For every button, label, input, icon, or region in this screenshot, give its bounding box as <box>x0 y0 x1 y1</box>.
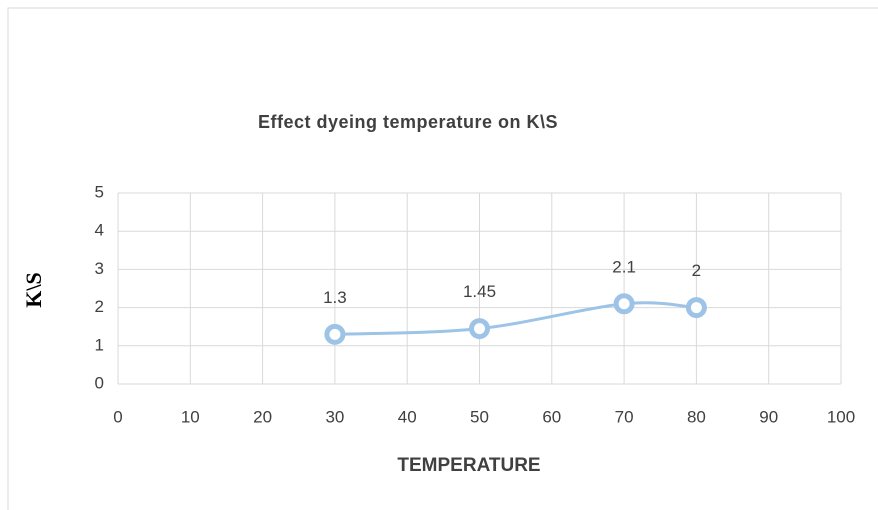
y-tick-label: 4 <box>95 221 104 240</box>
data-point <box>469 318 490 340</box>
y-tick-label: 1 <box>95 335 104 354</box>
data-point <box>324 323 346 345</box>
data-label: 1.3 <box>323 288 347 307</box>
data-point <box>685 297 707 319</box>
x-tick-label: 70 <box>615 407 634 426</box>
y-tick-label: 3 <box>95 259 104 278</box>
x-tick-label: 80 <box>687 407 706 426</box>
x-axis-title: TEMPERATURE <box>397 455 540 476</box>
y-tick-label: 2 <box>95 297 104 316</box>
x-tick-label: 90 <box>759 407 778 426</box>
y-tick-label: 0 <box>95 373 104 392</box>
y-tick-label: 5 <box>95 182 104 201</box>
data-label: 2 <box>692 261 701 280</box>
data-label: 1.45 <box>463 282 496 301</box>
x-tick-label: 40 <box>398 407 417 426</box>
y-axis-title: K\S <box>21 272 46 307</box>
x-tick-label: 60 <box>542 407 561 426</box>
data-point <box>613 293 635 315</box>
chart-title: Effect dyeing temperature on K\S <box>258 112 558 132</box>
x-tick-label: 0 <box>113 407 122 426</box>
x-tick-label: 50 <box>470 407 489 426</box>
chart-frame <box>7 7 878 510</box>
x-tick-label: 10 <box>181 407 200 426</box>
series-line <box>334 301 697 336</box>
x-tick-label: 100 <box>827 407 855 426</box>
x-tick-label: 30 <box>325 407 344 426</box>
x-tick-label: 20 <box>253 407 272 426</box>
data-label: 2.1 <box>612 257 636 276</box>
